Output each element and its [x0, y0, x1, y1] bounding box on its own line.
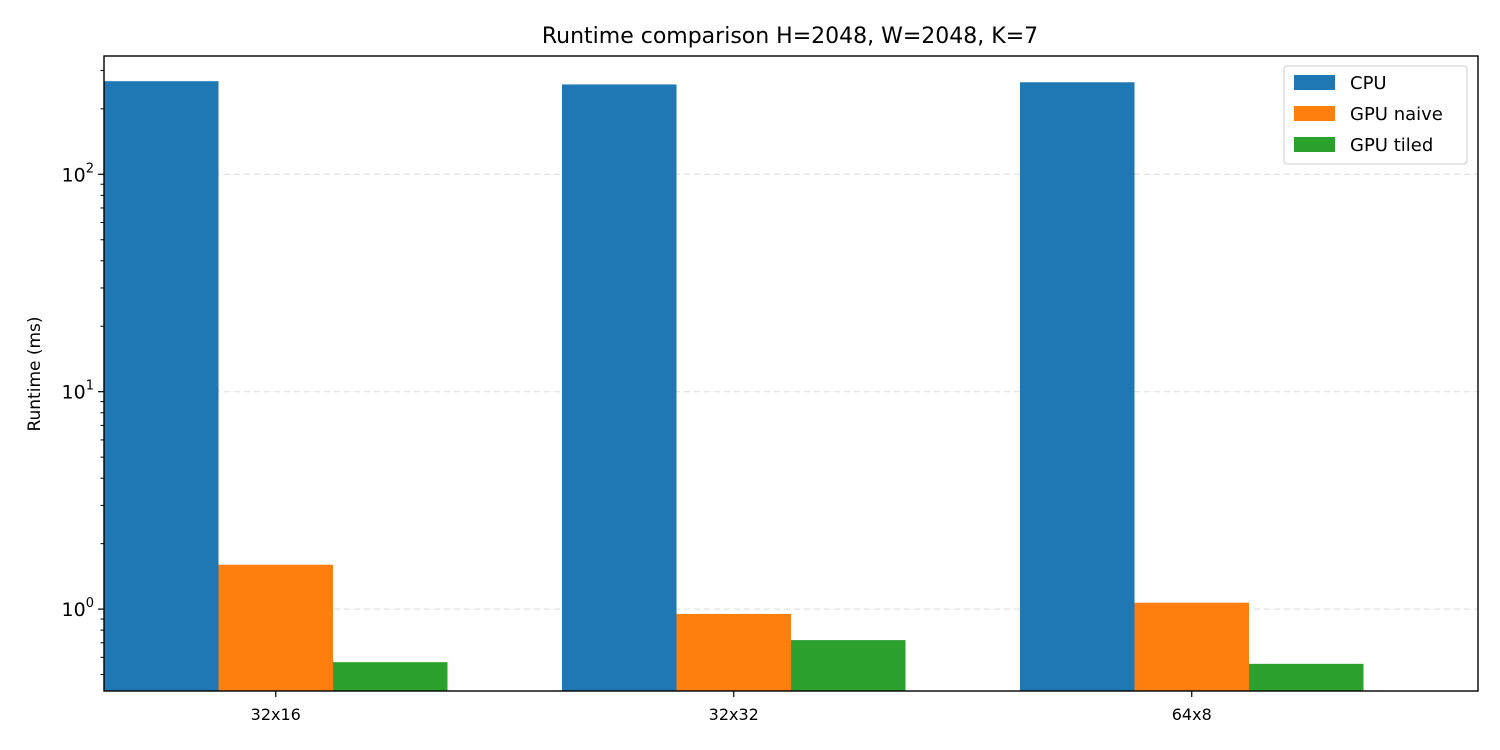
x-tick-label: 32x16 — [251, 705, 301, 724]
legend-entries: CPU GPU naive GPU tiled — [1294, 73, 1443, 156]
legend-swatch — [1294, 75, 1335, 90]
chart-title: Runtime comparison H=2048, W=2048, K=7 — [542, 24, 1038, 49]
legend-swatch — [1294, 106, 1335, 121]
bar-gpu-naive-32x32 — [676, 613, 791, 691]
plot-frame — [103, 55, 1479, 692]
x-tick-label: 32x32 — [709, 705, 759, 724]
legend: CPU GPU naive GPU tiled — [1283, 65, 1468, 165]
y-tick-label: 100 — [62, 596, 94, 621]
bar-gpu-tiled-32x32 — [791, 640, 906, 691]
bar-gpu-tiled-64x8 — [1249, 663, 1364, 691]
y-axis-label: Runtime (ms) — [25, 316, 45, 431]
bars — [104, 81, 1364, 692]
bar-cpu-32x16 — [104, 81, 219, 691]
y-tick-label: 102 — [62, 161, 94, 186]
bar-gpu-naive-32x16 — [218, 564, 333, 691]
bar-cpu-64x8 — [1020, 82, 1135, 691]
grid-lines — [104, 173, 1478, 610]
bar-cpu-32x32 — [562, 84, 677, 692]
x-tick-label: 64x8 — [1172, 705, 1212, 724]
bar-gpu-naive-64x8 — [1134, 602, 1249, 691]
legend-label: CPU — [1350, 73, 1387, 94]
y-tick-label: 101 — [62, 379, 94, 404]
legend-label: GPU tiled — [1350, 135, 1433, 156]
legend-label: GPU naive — [1350, 104, 1443, 125]
legend-swatch — [1294, 137, 1335, 152]
bar-gpu-tiled-32x16 — [333, 662, 448, 691]
